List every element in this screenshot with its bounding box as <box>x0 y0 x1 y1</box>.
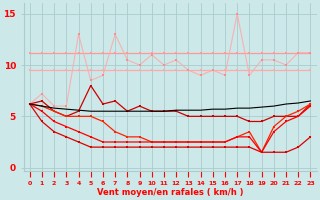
X-axis label: Vent moyen/en rafales ( km/h ): Vent moyen/en rafales ( km/h ) <box>97 188 243 197</box>
